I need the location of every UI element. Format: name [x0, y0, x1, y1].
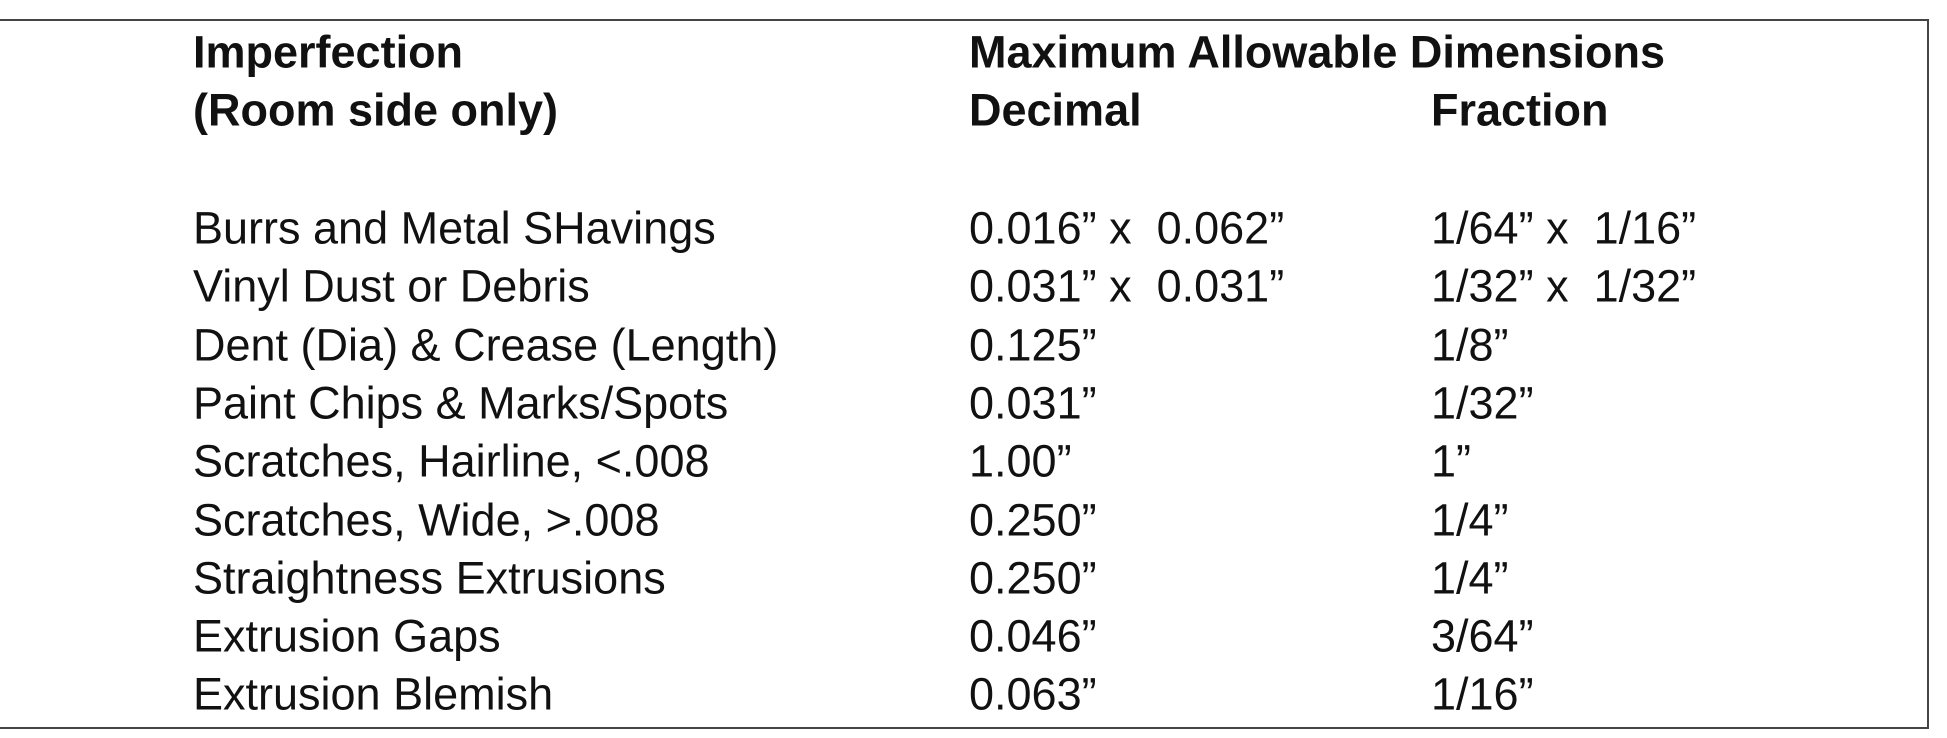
cell: 0.046” [969, 610, 1097, 662]
header-text: Maximum Allowable Dimensions [969, 26, 1665, 78]
cell: 0.031” x 0.031” [969, 260, 1285, 312]
cell: Burrs and Metal SHavings [193, 202, 716, 254]
cell: 0.031” [969, 377, 1097, 429]
header-text: Decimal [969, 84, 1142, 136]
cell: 3/64” [1431, 610, 1534, 662]
cell: Dent (Dia) & Crease (Length) [193, 319, 779, 371]
cell: Scratches, Hairline, <.008 [193, 435, 710, 487]
cell: Paint Chips & Marks/Spots [193, 377, 729, 429]
cell: Scratches, Wide, >.008 [193, 494, 660, 545]
cell: 1/4” [1431, 552, 1509, 604]
cell: 1.00” [969, 435, 1072, 487]
cell: 1/16” [1431, 668, 1534, 720]
table-frame [0, 19, 1929, 729]
cell: 0.016” x 0.062” [969, 202, 1285, 254]
cell: 1/32” x 1/32” [1431, 260, 1697, 312]
cell: Extrusion Gaps [193, 610, 501, 662]
cell: 1/32” [1431, 377, 1534, 429]
cell: Extrusion Blemish [193, 668, 554, 720]
cell: 0.250” [969, 552, 1097, 604]
cell: Straightness Extrusions [193, 552, 666, 604]
cell: 0.250” [969, 494, 1097, 545]
cell: 0.125” [969, 319, 1097, 371]
header-text: Imperfection [193, 26, 464, 78]
cell: 1” [1431, 435, 1472, 487]
cell: 1/8” [1431, 319, 1509, 371]
cell: 1/4” [1431, 494, 1509, 545]
header-text: (Room side only) [193, 84, 559, 136]
header-text: Fraction [1431, 84, 1609, 136]
cell: 1/64” x 1/16” [1431, 202, 1697, 254]
cell: 0.063” [969, 668, 1097, 720]
cell: Vinyl Dust or Debris [193, 260, 590, 312]
